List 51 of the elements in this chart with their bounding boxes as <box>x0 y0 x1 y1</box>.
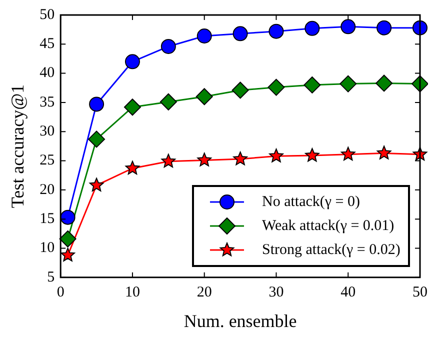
point <box>233 152 248 166</box>
y-tick-label: 35 <box>40 94 55 110</box>
y-tick-label: 20 <box>40 182 55 198</box>
point <box>125 160 140 175</box>
point <box>160 38 176 54</box>
point <box>89 178 104 192</box>
x-tick-label: 50 <box>412 284 428 300</box>
point <box>196 88 213 106</box>
y-tick-label: 10 <box>40 240 55 256</box>
point <box>232 26 248 42</box>
point <box>304 20 320 36</box>
legend-label: Weak attack(γ = 0.01) <box>262 217 394 236</box>
point <box>268 24 284 39</box>
x-tick-label: 40 <box>340 284 356 300</box>
point <box>304 76 321 94</box>
point <box>88 130 106 148</box>
point <box>60 210 76 225</box>
x-tick-label: 30 <box>268 284 284 300</box>
point <box>305 148 320 162</box>
y-tick-label: 25 <box>40 152 55 169</box>
y-axis-title: Test accuracy@1 <box>8 84 28 208</box>
point <box>89 96 104 112</box>
y-tick-label: 15 <box>40 211 55 228</box>
point <box>232 82 249 99</box>
legend-label: Strong attack(γ = 0.02) <box>262 241 400 260</box>
y-tick-label: 50 <box>40 6 55 23</box>
x-tick-label: 10 <box>124 284 140 300</box>
x-tick-label: 0 <box>56 284 64 300</box>
point <box>340 75 357 92</box>
x-tick-label: 20 <box>196 284 212 300</box>
y-tick-label: 5 <box>47 269 55 286</box>
point <box>376 20 392 36</box>
point <box>124 54 140 70</box>
point <box>196 28 212 44</box>
point <box>376 146 392 160</box>
point <box>269 148 284 162</box>
point <box>160 93 177 110</box>
point <box>268 78 285 96</box>
y-tick-label: 45 <box>40 36 55 52</box>
point <box>340 19 356 34</box>
y-tick-label: 40 <box>40 65 55 82</box>
x-axis-title: Num. ensemble <box>184 310 297 331</box>
legend-label: No attack(γ = 0) <box>262 193 360 212</box>
point <box>197 152 212 166</box>
point <box>60 248 75 262</box>
point <box>59 230 76 248</box>
point <box>161 154 176 168</box>
point <box>340 146 356 161</box>
point <box>124 98 141 116</box>
y-tick-label: 30 <box>40 124 55 140</box>
point <box>376 74 393 92</box>
